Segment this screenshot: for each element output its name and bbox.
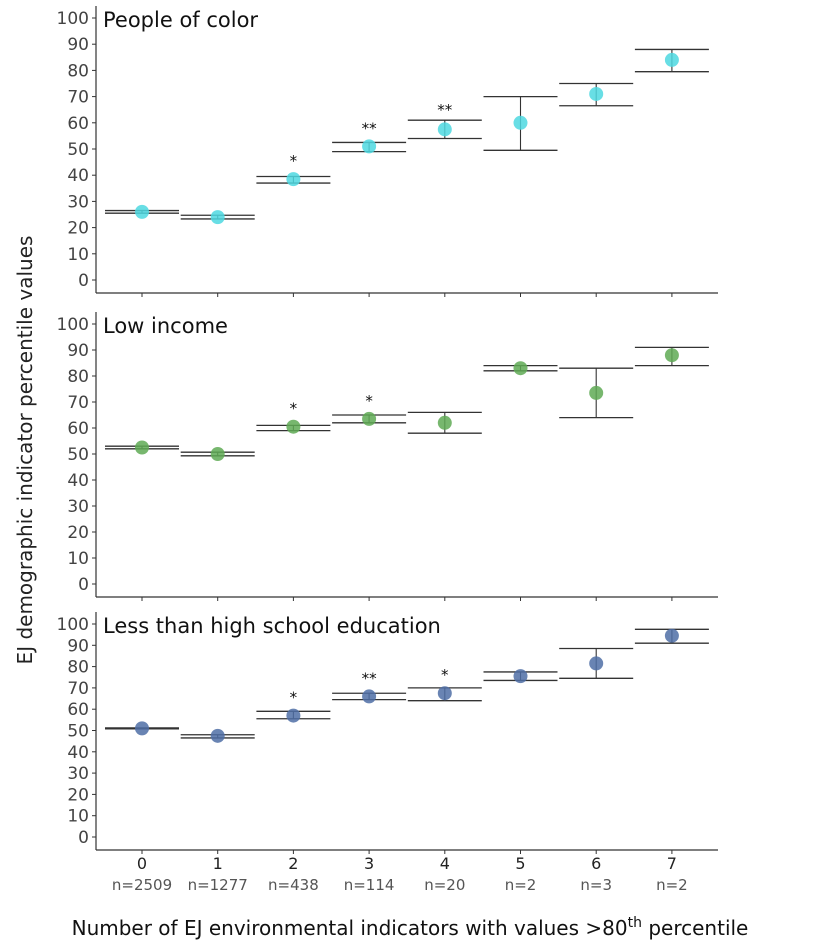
data-point [437,415,452,430]
panel-title: Less than high school education [103,614,441,638]
y-tick-label: 30 [67,192,89,212]
sample-size-label: n=1277 [188,876,248,894]
sample-size-label: n=2 [505,876,537,894]
data-point [210,447,225,461]
y-tick-label: 100 [57,615,89,635]
significance-marker: * [365,392,373,410]
y-tick-label: 100 [57,9,89,29]
y-tick-label: 80 [67,367,89,387]
data-point [664,52,679,67]
y-tick-label: 0 [78,828,89,848]
y-tick-label: 0 [78,575,89,595]
y-tick-label: 80 [67,61,89,81]
x-axis-label: Number of EJ environmental indicators wi… [72,915,749,940]
x-tick-label: 2 [288,854,298,873]
y-tick-label: 70 [67,393,89,413]
data-point [135,204,149,219]
data-point [589,656,604,671]
y-tick-label: 10 [67,245,89,265]
y-tick-label: 30 [67,764,89,784]
x-tick-label: 0 [137,854,147,873]
data-point [286,172,301,187]
x-tick-label: 3 [364,854,374,873]
y-tick-label: 60 [67,114,89,134]
data-point [513,115,528,130]
data-point [589,385,604,400]
x-tick-label: 5 [515,854,525,873]
sample-size-label: n=114 [344,876,395,894]
x-tick-label: 4 [440,854,450,873]
y-tick-label: 20 [67,785,89,805]
y-tick-label: 70 [67,679,89,699]
y-tick-label: 10 [67,807,89,827]
panel-2: 0 10 20 30 40 50 60 70 80 90 100 Low income * * [57,312,718,601]
sample-size-label: n=438 [268,876,319,894]
y-tick-label: 40 [67,743,89,763]
x-tick-label: 6 [591,854,601,873]
data-point [437,686,452,701]
sample-size-label: n=3 [580,876,612,894]
y-tick-label: 50 [67,445,89,465]
x-tick-label: 1 [213,854,223,873]
x-axis-label-sup: th [628,915,642,931]
y-tick-label: 30 [67,497,89,517]
data-point [513,669,528,684]
y-tick-label: 0 [78,271,89,291]
data-point [362,689,377,704]
significance-marker: ** [362,119,378,137]
y-axis-label: EJ demographic indicator percentile valu… [13,236,37,665]
y-tick-label: 90 [67,341,89,361]
data-point [362,411,377,426]
data-point [286,419,301,434]
y-tick-label: 20 [67,523,89,543]
y-tick-label: 20 [67,219,89,239]
data-point [286,708,301,723]
y-tick-label: 60 [67,419,89,439]
y-tick-label: 60 [67,700,89,720]
significance-marker: ** [437,101,453,119]
significance-marker: * [290,152,298,170]
y-tick-label: 90 [67,35,89,55]
significance-marker: * [290,689,298,707]
data-point [589,86,604,101]
data-point [362,139,377,154]
significance-marker: ** [362,669,378,687]
data-point [135,721,149,736]
sample-size-label: n=2 [656,876,688,894]
significance-marker: * [290,400,298,418]
y-tick-label: 40 [67,471,89,491]
y-tick-label: 50 [67,722,89,742]
y-tick-label: 50 [67,140,89,160]
y-tick-label: 100 [57,315,89,335]
x-axis-label-main: Number of EJ environmental indicators wi… [72,916,628,940]
sample-size-label: n=20 [424,876,465,894]
data-point [210,210,225,225]
panel-title: People of color [103,8,258,32]
data-point [135,440,149,455]
data-point [664,348,679,363]
x-axis-label-tail: percentile [642,916,748,940]
y-tick-label: 10 [67,549,89,569]
y-tick-label: 80 [67,658,89,678]
y-tick-label: 90 [67,636,89,656]
sample-size-label: n=2509 [112,876,172,894]
panel-title: Low income [103,314,228,338]
significance-marker: * [441,666,449,684]
data-point [437,122,452,137]
y-tick-label: 70 [67,88,89,108]
data-point [664,628,679,643]
y-tick-label: 40 [67,166,89,186]
x-tick-label: 7 [667,854,677,873]
data-point [513,361,528,376]
data-point [210,728,225,743]
